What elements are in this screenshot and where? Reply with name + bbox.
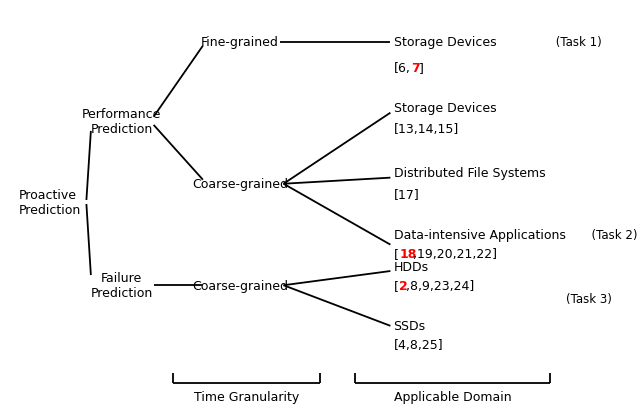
- Text: [: [: [394, 247, 399, 260]
- Text: Fine-grained: Fine-grained: [201, 36, 279, 49]
- Text: [17]: [17]: [394, 188, 419, 201]
- Text: 2: 2: [399, 279, 408, 292]
- Text: ,8,9,23,24]: ,8,9,23,24]: [406, 279, 475, 292]
- Text: [13,14,15]: [13,14,15]: [394, 123, 459, 136]
- Text: HDDs: HDDs: [394, 260, 429, 273]
- Text: (Task 2): (Task 2): [584, 228, 638, 241]
- Text: Coarse-grained: Coarse-grained: [192, 279, 288, 292]
- Text: Time Granularity: Time Granularity: [194, 390, 299, 403]
- Text: Storage Devices: Storage Devices: [394, 36, 496, 49]
- Text: SSDs: SSDs: [394, 320, 426, 333]
- Text: Distributed File Systems: Distributed File Systems: [394, 167, 545, 180]
- Text: Failure
Prediction: Failure Prediction: [90, 272, 153, 299]
- Text: [6,: [6,: [394, 62, 410, 75]
- Text: ,19,20,21,22]: ,19,20,21,22]: [413, 247, 497, 260]
- Text: Coarse-grained: Coarse-grained: [192, 178, 288, 191]
- Text: Applicable Domain: Applicable Domain: [394, 390, 511, 403]
- Text: Performance
Prediction: Performance Prediction: [82, 108, 161, 135]
- Text: ]: ]: [419, 62, 424, 75]
- Text: Data-intensive Applications: Data-intensive Applications: [394, 228, 566, 241]
- Text: [4,8,25]: [4,8,25]: [394, 338, 444, 351]
- Text: (Task 3): (Task 3): [566, 292, 612, 305]
- Text: 18: 18: [399, 247, 417, 260]
- Text: [: [: [394, 279, 399, 292]
- Text: Storage Devices: Storage Devices: [394, 102, 496, 115]
- Text: (Task 1): (Task 1): [552, 36, 602, 49]
- Text: Proactive
Prediction: Proactive Prediction: [19, 189, 81, 216]
- Text: 7: 7: [412, 62, 420, 75]
